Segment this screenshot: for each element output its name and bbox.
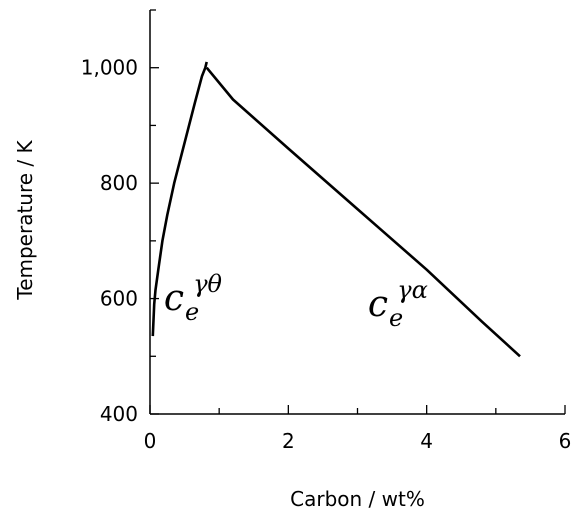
- y-axis-title: Temperature / K: [13, 139, 37, 300]
- x-axis-title: Carbon / wt%: [290, 487, 425, 511]
- curve-label-base: c: [164, 278, 184, 319]
- y-tick-label: 600: [100, 287, 138, 311]
- y-tick-label: 800: [100, 171, 138, 195]
- series-group: [151, 61, 521, 358]
- curve-labels: ceγθ ceγα: [164, 270, 428, 332]
- curve-label-sub: e: [185, 298, 199, 326]
- y-tick-label: 400: [100, 402, 138, 426]
- series-line-2: [205, 66, 521, 358]
- curve-label-sub: e: [389, 304, 403, 332]
- axes: 0 2 4 6 400 600 800 1,000: [81, 9, 571, 453]
- x-tick-label: 2: [282, 429, 295, 453]
- y-tick-label: 1,000: [81, 56, 138, 80]
- x-tick-label: 4: [420, 429, 433, 453]
- curve-label-1: ceγθ: [164, 270, 223, 326]
- series-line-1: [151, 61, 208, 337]
- curve-label-sup: γα: [397, 276, 428, 304]
- x-tick-label: 6: [559, 429, 571, 453]
- x-tick-label: 0: [144, 429, 157, 453]
- curve-label-sup: γθ: [193, 270, 222, 298]
- curve-label-2: ceγα: [368, 276, 428, 332]
- curve-label-base: c: [368, 284, 388, 325]
